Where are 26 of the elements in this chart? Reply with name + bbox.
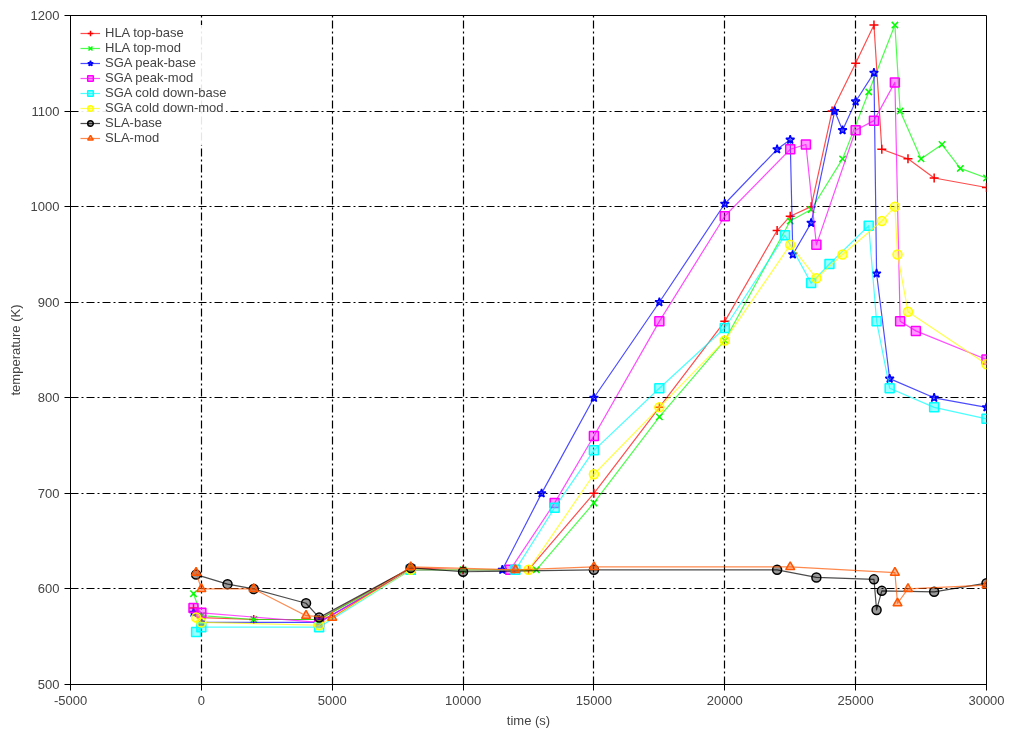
y-tick-label: 1000 xyxy=(30,199,60,215)
y-tick-label: 900 xyxy=(37,294,60,310)
x-axis-title: time (s) xyxy=(506,712,551,728)
legend-label: SLA-mod xyxy=(105,130,160,145)
x-tick-label: -5000 xyxy=(53,692,88,708)
legend-label: SLA-base xyxy=(105,115,163,130)
x-tick-label: 5000 xyxy=(317,692,347,708)
y-tick-label: 1100 xyxy=(31,103,60,119)
x-tick-label: 0 xyxy=(197,692,205,708)
legend-label: SGA peak-base xyxy=(105,55,197,70)
legend-label: SGA cold down-mod xyxy=(105,100,224,115)
y-tick-label: 600 xyxy=(37,581,60,597)
y-tick-label: 800 xyxy=(37,390,60,406)
y-axis-title: temperature (K) xyxy=(7,304,23,396)
x-tick-label: 25000 xyxy=(837,692,874,708)
x-tick-label: 30000 xyxy=(968,692,1005,708)
y-tick-label: 700 xyxy=(37,485,60,501)
x-tick-label: 20000 xyxy=(706,692,743,708)
legend-label: HLA top-mod xyxy=(105,40,181,55)
legend-label: SGA cold down-base xyxy=(105,85,227,100)
y-tick-label: 500 xyxy=(37,677,60,692)
y-tick-label: 1200 xyxy=(30,8,60,23)
x-tick-label: 10000 xyxy=(445,692,482,708)
legend-label: HLA top-base xyxy=(105,25,184,40)
x-tick-label: 15000 xyxy=(575,692,613,708)
legend-label: SGA peak-mod xyxy=(105,70,194,85)
